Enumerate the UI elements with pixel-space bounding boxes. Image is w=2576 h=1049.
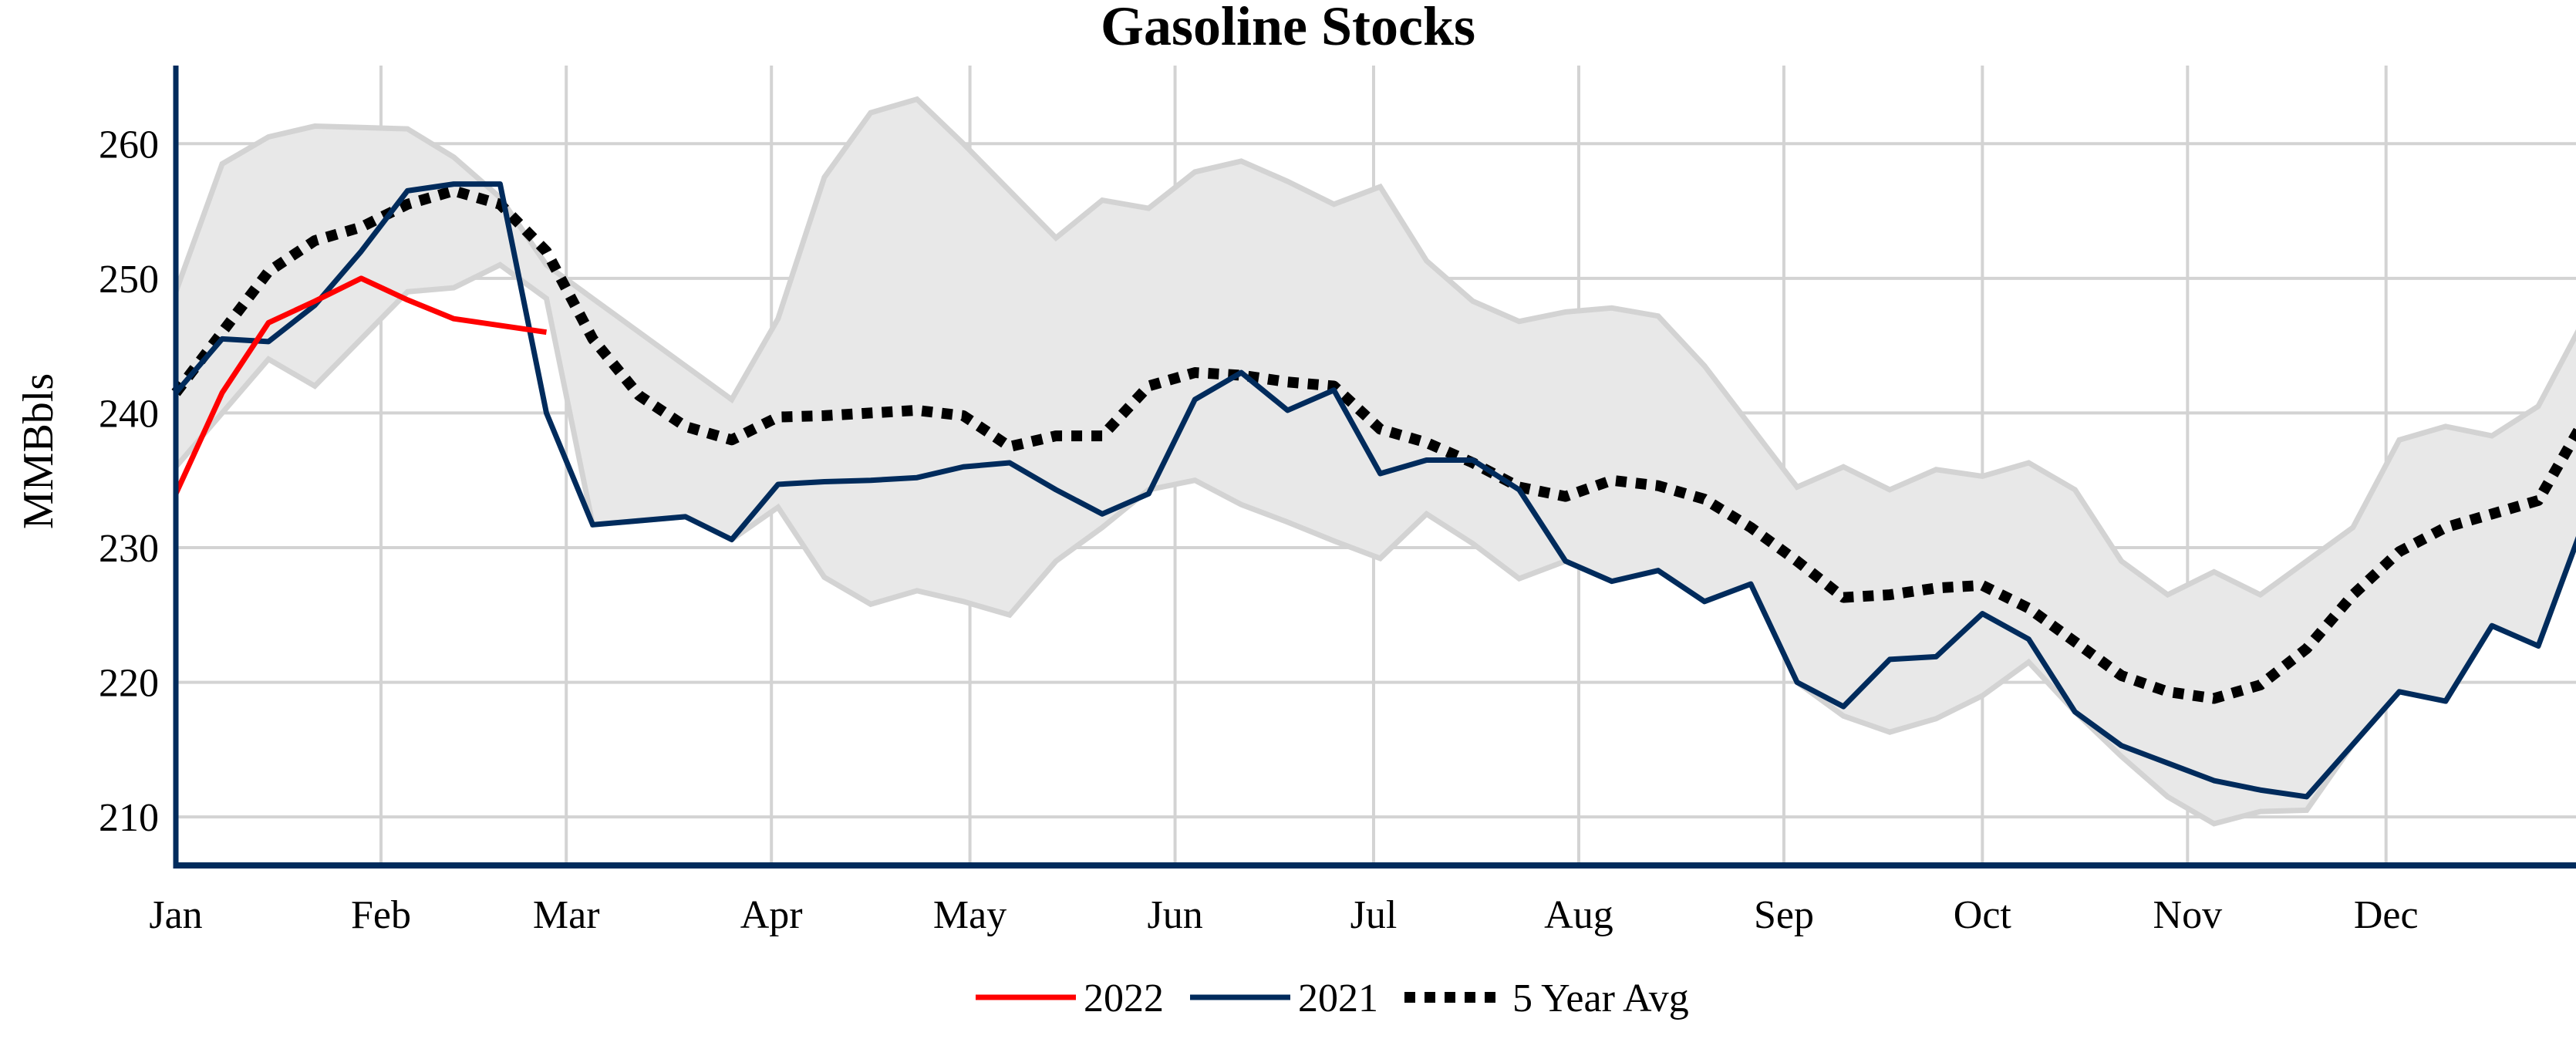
- series-line-2021: [174, 181, 2576, 800]
- axes: [173, 66, 2576, 869]
- x-tick-label: Aug: [1544, 893, 1613, 937]
- range-band-lower: [174, 261, 2576, 827]
- series-line-5-year-avg: [171, 185, 2576, 704]
- legend-label: 2021: [1298, 976, 1378, 1020]
- y-axis-label: MMBbls: [15, 373, 62, 529]
- tick-labels: 210 220 230 240 250 260 Jan Feb Mar Apr May Jun Jul A…: [99, 123, 2419, 937]
- y-tick-label: 240: [99, 392, 159, 436]
- legend-label: 5 Year Avg: [1512, 976, 1689, 1020]
- series-line-2022: [173, 275, 547, 495]
- x-tick-label: Jul: [1350, 893, 1398, 937]
- x-tick-label: Apr: [740, 893, 803, 937]
- x-tick-label: Nov: [2153, 893, 2223, 937]
- x-tick-label: May: [933, 893, 1006, 937]
- series-lines: [171, 181, 2576, 800]
- y-tick-label: 250: [99, 258, 159, 302]
- y-tick-label: 230: [99, 527, 159, 571]
- y-tick-label: 220: [99, 662, 159, 706]
- legend: 2022 2021 5 Year Avg: [976, 976, 1689, 1020]
- range-band-upper: [173, 96, 2576, 599]
- y-tick-label: 260: [99, 123, 159, 167]
- x-tick-label: Sep: [1754, 893, 1814, 937]
- x-tick-label: Oct: [1954, 893, 2012, 937]
- x-tick-label: Mar: [533, 893, 600, 937]
- x-tick-label: Feb: [351, 893, 411, 937]
- legend-label: 2022: [1084, 976, 1164, 1020]
- chart-title: Gasoline Stocks: [1101, 0, 1475, 57]
- x-tick-label: Jun: [1147, 893, 1202, 937]
- x-tick-label: Jan: [149, 893, 202, 937]
- x-tick-label: Dec: [2354, 893, 2419, 937]
- y-tick-label: 210: [99, 796, 159, 840]
